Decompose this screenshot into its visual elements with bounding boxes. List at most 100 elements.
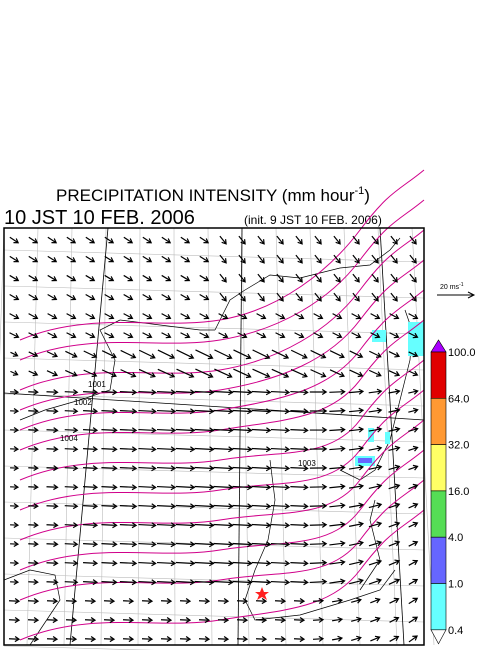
wind-arrow	[371, 273, 379, 283]
wind-arrow	[329, 578, 346, 585]
wind-arrow	[214, 368, 233, 379]
graticule-line	[237, 227, 243, 646]
wind-arrow	[47, 313, 58, 320]
grid-line	[3, 573, 425, 587]
wind-arrow	[161, 255, 172, 263]
wind-arrow	[388, 426, 401, 433]
wind-arrow	[64, 541, 79, 548]
grid-line	[241, 227, 250, 646]
wind-arrows	[8, 235, 419, 643]
wind-arrow	[83, 389, 99, 396]
wind-arrow	[194, 389, 215, 396]
wind-arrow	[314, 292, 322, 302]
wind-arrow	[10, 465, 20, 472]
wind-arrow	[65, 636, 78, 643]
colorbar-segment	[430, 351, 447, 399]
wind-arrow	[46, 465, 59, 472]
wind-arrow	[312, 616, 325, 623]
wind-arrow	[232, 579, 253, 586]
wind-arrow	[329, 540, 346, 547]
wind-arrow	[175, 541, 196, 548]
wind-arrow	[371, 292, 379, 302]
wind-arrow	[276, 235, 284, 245]
colorbar-label: 100.0	[448, 347, 476, 359]
pressure-contours	[19, 169, 425, 641]
contour-label: 1002	[74, 398, 92, 407]
wind-arrow	[294, 332, 305, 339]
wind-arrow	[213, 484, 234, 491]
wind-arrow	[255, 636, 268, 643]
contour	[19, 319, 425, 451]
wind-arrow	[314, 254, 322, 264]
wind-arrow	[66, 294, 77, 301]
wind-arrow	[64, 427, 79, 434]
wind-arrow	[232, 560, 253, 567]
wind-arrow	[331, 616, 344, 623]
wind-arrow	[218, 313, 229, 320]
wind-arrow	[46, 503, 59, 510]
wind-arrow	[213, 503, 234, 510]
wind-arrow	[157, 368, 176, 378]
wind-arrow	[194, 503, 215, 510]
wind-arrow	[256, 332, 267, 339]
wind-arrow	[65, 350, 78, 358]
wind-arrow	[64, 522, 79, 529]
graticule-line	[69, 227, 109, 646]
wind-arrow	[251, 389, 272, 396]
wind-arrow	[388, 578, 401, 585]
wind-arrow	[157, 349, 176, 360]
wind-arrow	[409, 273, 417, 283]
wind-arrow	[388, 370, 401, 377]
wind-arrow	[119, 541, 138, 548]
wind-arrow	[198, 636, 211, 643]
grid-line	[3, 393, 425, 407]
wind-arrow	[368, 369, 382, 377]
wind-arrow	[138, 484, 157, 491]
wind-arrow	[232, 522, 253, 529]
wind-arrow	[142, 255, 153, 263]
wind-arrow	[101, 541, 118, 548]
wind-arrow	[408, 313, 419, 320]
wind-arrow	[138, 368, 156, 378]
wind-arrow	[408, 540, 419, 547]
wind-arrow	[101, 522, 118, 529]
wind-arrow	[83, 541, 99, 548]
wind-arrow	[408, 332, 419, 339]
wind-arrow	[233, 349, 252, 360]
wind-arrow	[290, 522, 309, 529]
wind-arrow	[408, 351, 419, 358]
wind-arrow	[119, 427, 138, 434]
wind-arrow	[219, 273, 227, 283]
contour	[19, 509, 425, 641]
wind-arrow	[290, 446, 309, 453]
wind-arrow	[175, 389, 196, 396]
wind-arrow	[295, 235, 303, 245]
wind-arrow	[64, 560, 79, 567]
wind-arrow	[348, 502, 365, 509]
wind-arrow	[10, 427, 20, 434]
wind-arrow	[290, 368, 308, 378]
wind-arrow	[213, 541, 234, 548]
wind-arrow	[388, 521, 401, 528]
wind-arrow	[270, 541, 291, 548]
wind-arrow	[236, 636, 249, 643]
wind-arrow	[46, 598, 59, 605]
wind-arrow	[46, 560, 59, 567]
contour-label: 1004	[60, 434, 78, 443]
wind-arrow	[219, 254, 227, 264]
wind-arrow	[348, 445, 365, 452]
coast	[3, 569, 61, 646]
grid-line	[3, 285, 425, 299]
wind-arrow	[123, 294, 134, 301]
wind-arrow	[180, 332, 191, 339]
init-time: (init. 9 JST 10 FEB. 2006)	[244, 213, 382, 227]
wind-arrow	[10, 389, 20, 396]
wind-arrow	[101, 446, 118, 453]
wind-arrow	[194, 427, 215, 434]
wind-arrow	[213, 579, 234, 586]
wind-arrow	[156, 389, 177, 396]
wind-arrow	[10, 370, 19, 376]
wind-arrow	[160, 598, 173, 605]
contour	[19, 479, 425, 601]
wind-arrow	[251, 579, 272, 586]
